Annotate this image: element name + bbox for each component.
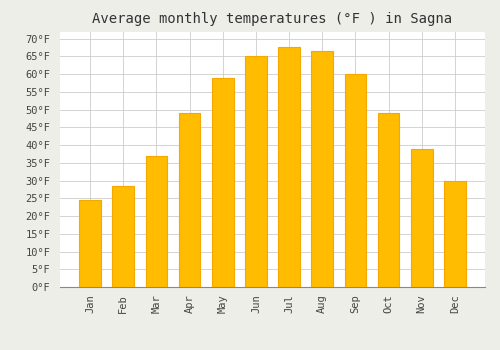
Bar	[312, 51, 333, 287]
Bar	[179, 113, 201, 287]
Bar	[80, 200, 101, 287]
Bar	[112, 186, 134, 287]
Bar	[444, 181, 466, 287]
Bar	[212, 78, 234, 287]
Bar	[278, 48, 300, 287]
Bar	[146, 156, 167, 287]
Bar	[344, 74, 366, 287]
Bar	[378, 113, 400, 287]
Bar	[245, 56, 266, 287]
Bar	[411, 149, 432, 287]
Title: Average monthly temperatures (°F ) in Sagna: Average monthly temperatures (°F ) in Sa…	[92, 12, 452, 26]
